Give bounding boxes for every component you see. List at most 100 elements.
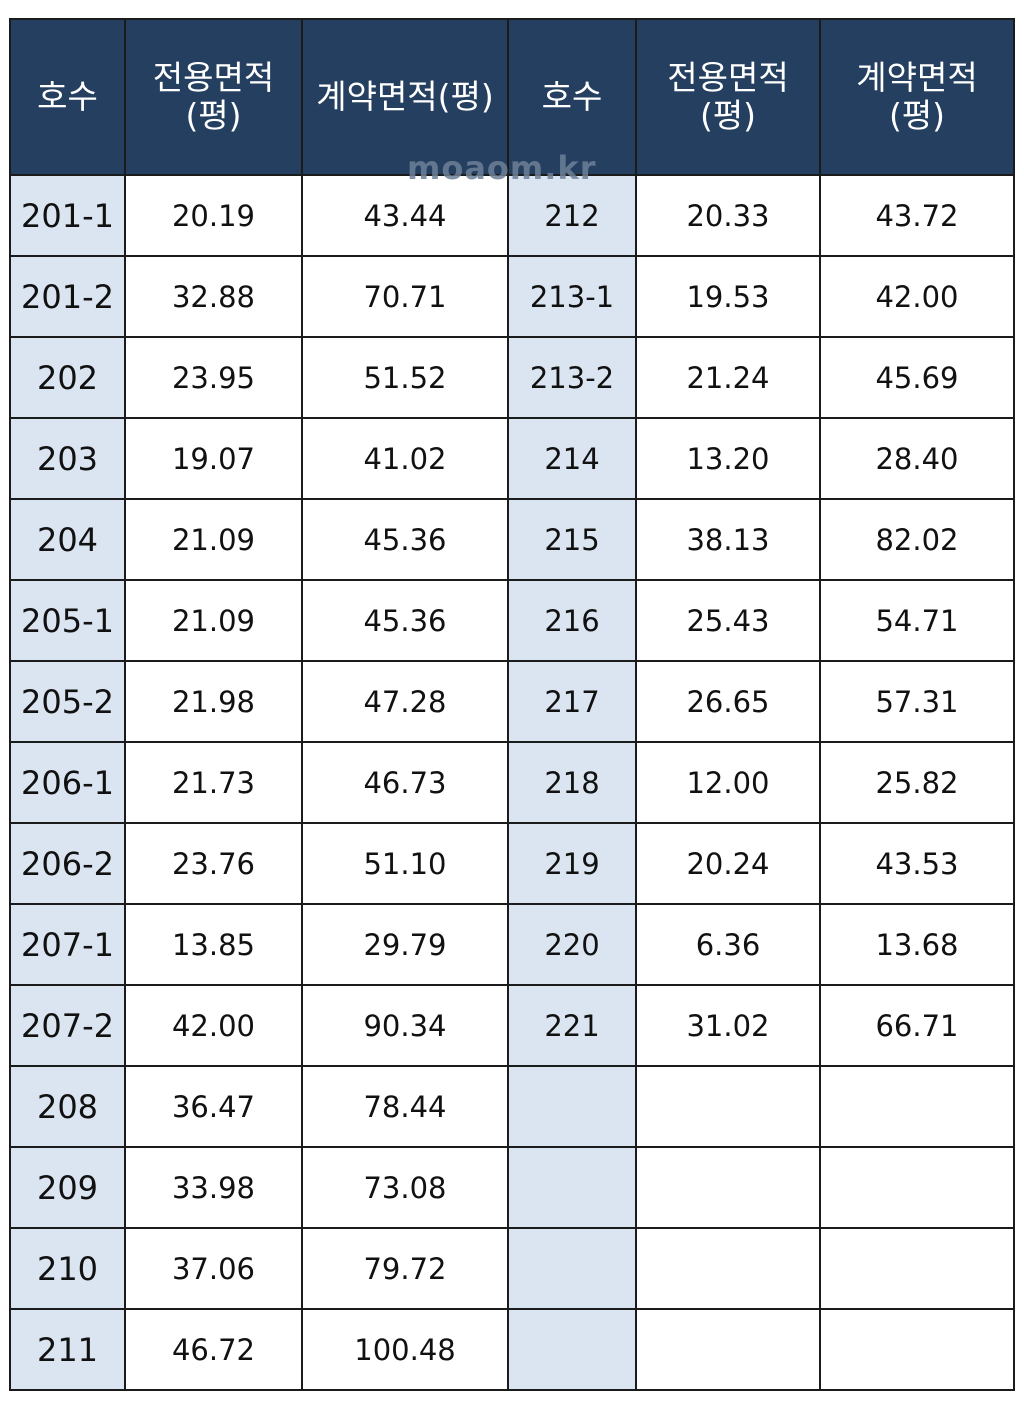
unit-area-table: 호수 전용면적 (평) 계약면적(평) 호수 전용면적 (평) 계약면적 — [9, 18, 1015, 1391]
table-row: 206-1 21.73 46.73 218 12.00 25.82 — [9, 741, 1015, 824]
cell-hosu-left: 205-1 — [9, 579, 126, 662]
cell-hosu-left: 206-2 — [9, 822, 126, 905]
header-exclusive-area-right-line1: 전용면적 — [667, 58, 789, 97]
table-row: 209 33.98 73.08 — [9, 1146, 1015, 1229]
cell-exclusive-area-right — [635, 1227, 821, 1310]
header-contract-area-right-line1: 계약면적 — [856, 58, 978, 97]
cell-hosu-right: 216 — [507, 579, 637, 662]
cell-exclusive-area-left: 21.98 — [124, 660, 303, 743]
cell-exclusive-area-left: 37.06 — [124, 1227, 303, 1310]
cell-contract-area-right: 43.53 — [819, 822, 1015, 905]
cell-contract-area-left: 51.10 — [301, 822, 509, 905]
cell-contract-area-right: 13.68 — [819, 903, 1015, 986]
cell-hosu-right: 220 — [507, 903, 637, 986]
table-row: 207-1 13.85 29.79 220 6.36 13.68 — [9, 903, 1015, 986]
header-exclusive-area-right: 전용면적 (평) — [635, 18, 821, 176]
cell-contract-area-left: 29.79 — [301, 903, 509, 986]
cell-contract-area-left: 45.36 — [301, 498, 509, 581]
header-hosu-left-label: 호수 — [37, 77, 98, 116]
cell-exclusive-area-right: 6.36 — [635, 903, 821, 986]
table-row: 201-1 20.19 43.44 212 20.33 43.72 — [9, 174, 1015, 257]
cell-contract-area-left: 46.73 — [301, 741, 509, 824]
cell-contract-area-right: 45.69 — [819, 336, 1015, 419]
cell-contract-area-right: 25.82 — [819, 741, 1015, 824]
cell-exclusive-area-left: 13.85 — [124, 903, 303, 986]
cell-hosu-right: 215 — [507, 498, 637, 581]
unit-area-table-container: 호수 전용면적 (평) 계약면적(평) 호수 전용면적 (평) 계약면적 — [9, 18, 1015, 1391]
cell-contract-area-left: 90.34 — [301, 984, 509, 1067]
cell-exclusive-area-left: 21.73 — [124, 741, 303, 824]
cell-hosu-right: 213-1 — [507, 255, 637, 338]
header-exclusive-area-left-line1: 전용면적 — [152, 58, 275, 97]
cell-contract-area-right — [819, 1227, 1015, 1310]
cell-contract-area-right: 42.00 — [819, 255, 1015, 338]
cell-contract-area-right: 82.02 — [819, 498, 1015, 581]
cell-hosu-left: 206-1 — [9, 741, 126, 824]
header-contract-area-right-line2: (평) — [888, 96, 946, 135]
cell-contract-area-right: 66.71 — [819, 984, 1015, 1067]
cell-exclusive-area-left: 23.95 — [124, 336, 303, 419]
header-exclusive-area-left: 전용면적 (평) — [124, 18, 303, 176]
cell-hosu-right: 221 — [507, 984, 637, 1067]
table-body: 201-1 20.19 43.44 212 20.33 43.72 201-2 32.88 70… — [9, 174, 1015, 1391]
cell-exclusive-area-right — [635, 1308, 821, 1391]
table-row: 202 23.95 51.52 213-2 21.24 45.69 — [9, 336, 1015, 419]
cell-exclusive-area-left: 36.47 — [124, 1065, 303, 1148]
table-row: 205-1 21.09 45.36 216 25.43 54.71 — [9, 579, 1015, 662]
header-contract-area-right: 계약면적 (평) — [819, 18, 1015, 176]
cell-exclusive-area-left: 46.72 — [124, 1308, 303, 1391]
header-contract-area-left: 계약면적(평) — [301, 18, 509, 176]
cell-hosu-right — [507, 1227, 637, 1310]
cell-hosu-right: 213-2 — [507, 336, 637, 419]
table-row: 210 37.06 79.72 — [9, 1227, 1015, 1310]
cell-exclusive-area-right: 38.13 — [635, 498, 821, 581]
cell-hosu-left: 203 — [9, 417, 126, 500]
cell-hosu-right: 214 — [507, 417, 637, 500]
cell-hosu-right: 212 — [507, 174, 637, 257]
cell-exclusive-area-left: 21.09 — [124, 579, 303, 662]
cell-hosu-left: 205-2 — [9, 660, 126, 743]
table-row: 204 21.09 45.36 215 38.13 82.02 — [9, 498, 1015, 581]
header-exclusive-area-right-line2: (평) — [699, 96, 757, 135]
cell-exclusive-area-left: 33.98 — [124, 1146, 303, 1229]
cell-hosu-left: 208 — [9, 1065, 126, 1148]
cell-exclusive-area-right: 21.24 — [635, 336, 821, 419]
cell-exclusive-area-right — [635, 1065, 821, 1148]
cell-exclusive-area-left: 21.09 — [124, 498, 303, 581]
header-hosu-right-label: 호수 — [541, 77, 603, 116]
table-row: 211 46.72 100.48 — [9, 1308, 1015, 1391]
cell-hosu-left: 207-1 — [9, 903, 126, 986]
cell-exclusive-area-left: 19.07 — [124, 417, 303, 500]
table-row: 208 36.47 78.44 — [9, 1065, 1015, 1148]
cell-hosu-left: 204 — [9, 498, 126, 581]
header-contract-area-left-label: 계약면적(평) — [316, 77, 494, 116]
cell-exclusive-area-right: 25.43 — [635, 579, 821, 662]
cell-hosu-right: 217 — [507, 660, 637, 743]
cell-contract-area-right — [819, 1308, 1015, 1391]
cell-exclusive-area-right — [635, 1146, 821, 1229]
cell-hosu-right — [507, 1146, 637, 1229]
cell-contract-area-left: 78.44 — [301, 1065, 509, 1148]
cell-exclusive-area-right: 31.02 — [635, 984, 821, 1067]
cell-hosu-left: 202 — [9, 336, 126, 419]
cell-hosu-left: 209 — [9, 1146, 126, 1229]
cell-contract-area-right: 43.72 — [819, 174, 1015, 257]
cell-hosu-left: 201-2 — [9, 255, 126, 338]
header-hosu-left: 호수 — [9, 18, 126, 176]
cell-contract-area-right — [819, 1146, 1015, 1229]
cell-exclusive-area-left: 20.19 — [124, 174, 303, 257]
header-hosu-right: 호수 — [507, 18, 637, 176]
cell-contract-area-left: 45.36 — [301, 579, 509, 662]
cell-contract-area-left: 41.02 — [301, 417, 509, 500]
header-row: 호수 전용면적 (평) 계약면적(평) 호수 전용면적 (평) 계약면적 — [9, 18, 1015, 176]
cell-contract-area-left: 43.44 — [301, 174, 509, 257]
cell-hosu-left: 211 — [9, 1308, 126, 1391]
cell-contract-area-left: 70.71 — [301, 255, 509, 338]
cell-hosu-left: 210 — [9, 1227, 126, 1310]
cell-contract-area-left: 47.28 — [301, 660, 509, 743]
cell-exclusive-area-right: 12.00 — [635, 741, 821, 824]
cell-exclusive-area-left: 23.76 — [124, 822, 303, 905]
cell-hosu-right — [507, 1308, 637, 1391]
cell-hosu-left: 201-1 — [9, 174, 126, 257]
cell-hosu-right: 218 — [507, 741, 637, 824]
